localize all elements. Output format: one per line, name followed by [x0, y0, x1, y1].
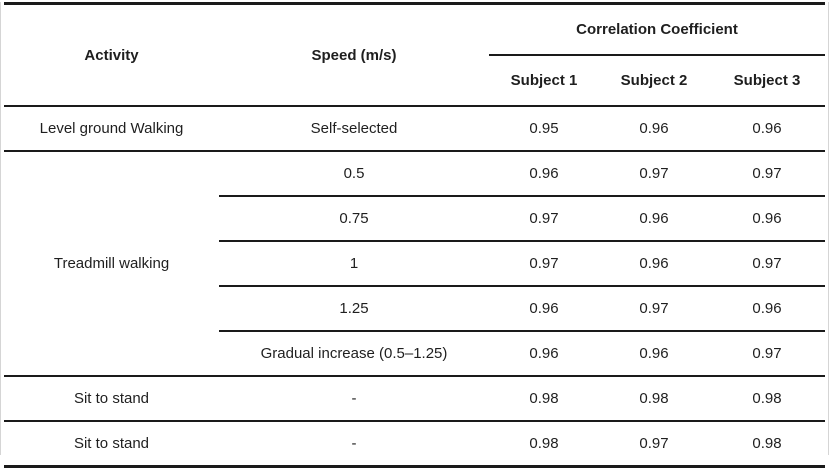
- activity-cell-treadmill-walking: Treadmill walking: [4, 150, 219, 376]
- corr-value-cell: 0.96: [709, 195, 826, 241]
- table-row-treadmill-1: 1 0.97 0.96 0.97: [4, 240, 826, 286]
- corr-value-cell: 0.96: [599, 240, 709, 286]
- column-header-activity: Activity: [4, 2, 219, 106]
- corr-value-cell: 0.96: [489, 150, 599, 196]
- corr-value-cell: 0.97: [599, 150, 709, 196]
- corr-value-cell: 0.96: [599, 330, 709, 376]
- speed-cell: 1.25: [219, 285, 489, 331]
- table-row-sit-to-stand-2: Sit to stand - 0.98 0.97 0.98: [4, 420, 826, 468]
- speed-cell: -: [219, 420, 489, 468]
- correlation-results-table: Activity Speed (m/s) Correlation Coeffic…: [4, 2, 826, 468]
- activity-cell: Level ground Walking: [4, 105, 219, 151]
- corr-value-cell: 0.97: [709, 240, 826, 286]
- corr-value-cell: 0.96: [599, 195, 709, 241]
- column-header-subject-1: Subject 1: [489, 55, 599, 106]
- activity-cell: Sit to stand: [4, 420, 219, 468]
- corr-value-cell: 0.97: [599, 285, 709, 331]
- table-row-treadmill-0-5: Treadmill walking 0.5 0.96 0.97 0.97: [4, 150, 826, 376]
- speed-cell: 0.5: [219, 150, 489, 196]
- speed-cell: Gradual increase (0.5–1.25): [219, 330, 489, 376]
- speed-cell: Self-selected: [219, 105, 489, 151]
- corr-value-cell: 0.97: [709, 150, 826, 196]
- column-header-subject-3: Subject 3: [709, 55, 826, 106]
- corr-value-cell: 0.97: [489, 240, 599, 286]
- corr-value-cell: 0.98: [709, 420, 826, 468]
- corr-value-cell: 0.98: [709, 375, 826, 421]
- table-row-treadmill-gradual: Gradual increase (0.5–1.25) 0.96 0.96 0.…: [4, 330, 826, 376]
- corr-value-cell: 0.96: [709, 285, 826, 331]
- column-group-header-correlation-coefficient: Correlation Coefficient: [489, 2, 826, 56]
- corr-value-cell: 0.97: [489, 195, 599, 241]
- speed-cell: 1: [219, 240, 489, 286]
- corr-value-cell: 0.98: [489, 375, 599, 421]
- corr-value-cell: 0.96: [489, 285, 599, 331]
- header-row-group: Activity Speed (m/s) Correlation Coeffic…: [4, 2, 826, 106]
- corr-value-cell: 0.97: [709, 330, 826, 376]
- corr-value-cell: 0.96: [709, 105, 826, 151]
- speed-cell: 0.75: [219, 195, 489, 241]
- table-row-sit-to-stand-1: Sit to stand - 0.98 0.98 0.98: [4, 375, 826, 421]
- corr-value-cell: 0.98: [489, 420, 599, 468]
- corr-value-cell: 0.95: [489, 105, 599, 151]
- corr-value-cell: 0.96: [489, 330, 599, 376]
- speed-cell: -: [219, 375, 489, 421]
- table-row-level-ground-walking: Level ground Walking Self-selected 0.95 …: [4, 105, 826, 151]
- column-header-subject-2: Subject 2: [599, 55, 709, 106]
- header-row-subjects: Subject 1 Subject 2 Subject 3: [4, 55, 826, 106]
- column-header-speed: Speed (m/s): [219, 2, 489, 106]
- table-row-treadmill-0-75: 0.75 0.97 0.96 0.96: [4, 195, 826, 241]
- table-row-treadmill-1-25: 1.25 0.96 0.97 0.96: [4, 285, 826, 331]
- corr-value-cell: 0.96: [599, 105, 709, 151]
- activity-cell: Sit to stand: [4, 375, 219, 421]
- corr-value-cell: 0.98: [599, 375, 709, 421]
- corr-value-cell: 0.97: [599, 420, 709, 468]
